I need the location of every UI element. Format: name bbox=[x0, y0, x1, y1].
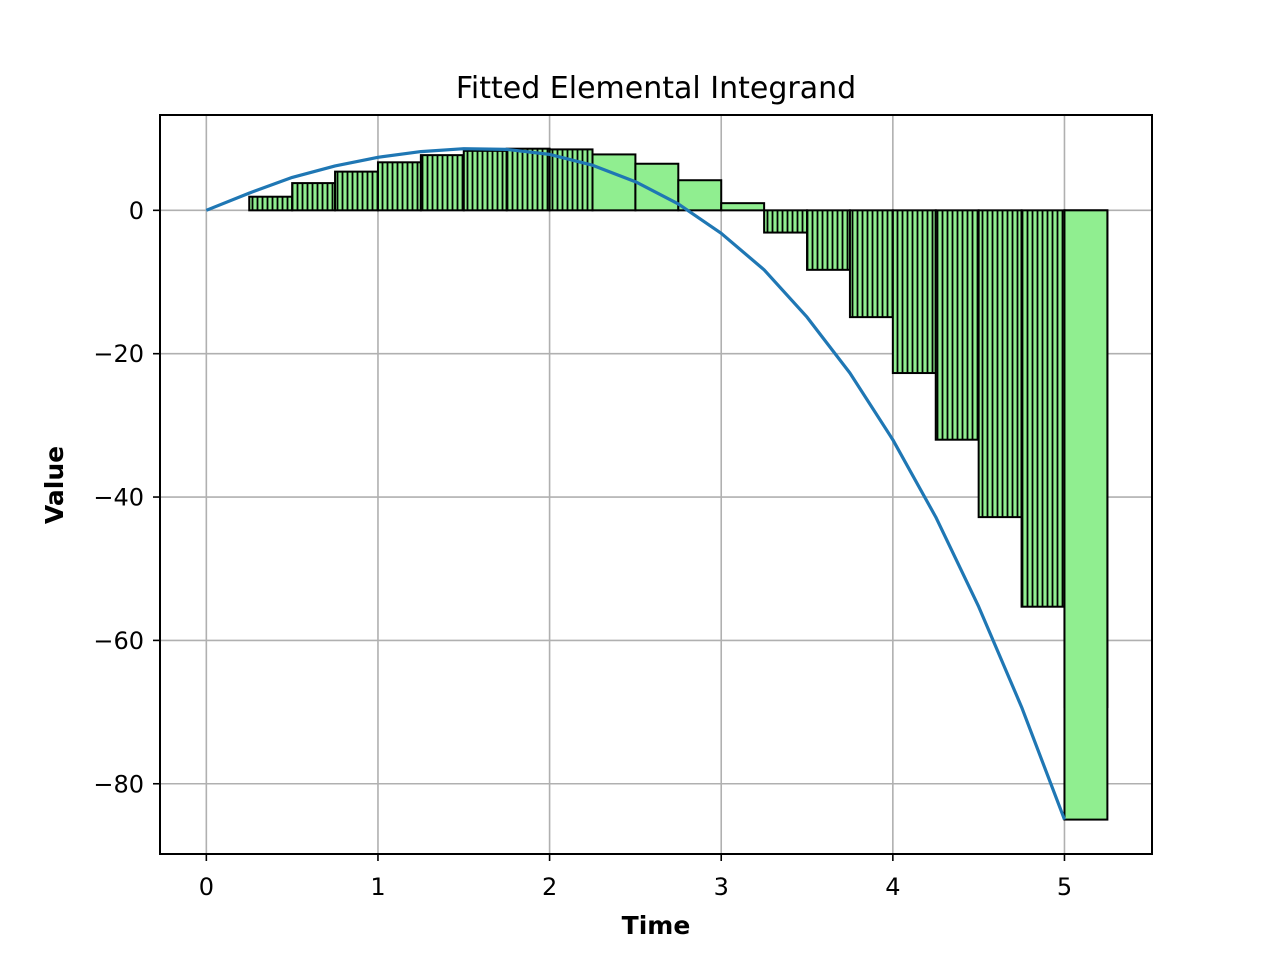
y-tick-label: −80 bbox=[93, 770, 144, 798]
bar bbox=[934, 209, 980, 441]
bar bbox=[1063, 209, 1109, 821]
x-axis-label: Time bbox=[622, 911, 691, 940]
bar bbox=[291, 182, 337, 212]
y-axis-label: Value bbox=[40, 446, 69, 524]
x-tick-label: 4 bbox=[885, 873, 900, 901]
plot-frame bbox=[159, 114, 1153, 855]
y-tick-label: −20 bbox=[93, 340, 144, 368]
x-tick-label: 2 bbox=[542, 873, 557, 901]
bar bbox=[248, 195, 294, 212]
series bbox=[205, 147, 1066, 821]
x-tick-label: 1 bbox=[370, 873, 385, 901]
x-tick-label: 3 bbox=[714, 873, 729, 901]
x-tick-label: 0 bbox=[199, 873, 214, 901]
y-tick-label: −40 bbox=[93, 484, 144, 512]
bar bbox=[334, 170, 379, 212]
bar bbox=[848, 209, 894, 319]
bar bbox=[1020, 209, 1066, 608]
bar bbox=[505, 147, 551, 212]
bar bbox=[462, 149, 508, 212]
y-tick-label: −60 bbox=[93, 627, 144, 655]
bar bbox=[591, 153, 637, 212]
ticks: 0 1 2 3 4 5 0 −20 −40 −60 −80 bbox=[93, 197, 1072, 901]
bar bbox=[806, 209, 851, 271]
y-tick-label: 0 bbox=[129, 197, 144, 225]
series-line bbox=[205, 147, 1066, 821]
bar bbox=[720, 202, 766, 212]
bar bbox=[419, 154, 465, 212]
bar bbox=[634, 162, 680, 212]
bars bbox=[248, 147, 1109, 821]
chart-title: Fitted Elemental Integrand bbox=[456, 71, 856, 106]
bar bbox=[677, 179, 723, 212]
x-tick-label: 5 bbox=[1057, 873, 1072, 901]
bar bbox=[977, 209, 1023, 519]
bar bbox=[763, 209, 809, 234]
bar bbox=[376, 161, 422, 212]
bar bbox=[891, 209, 937, 375]
